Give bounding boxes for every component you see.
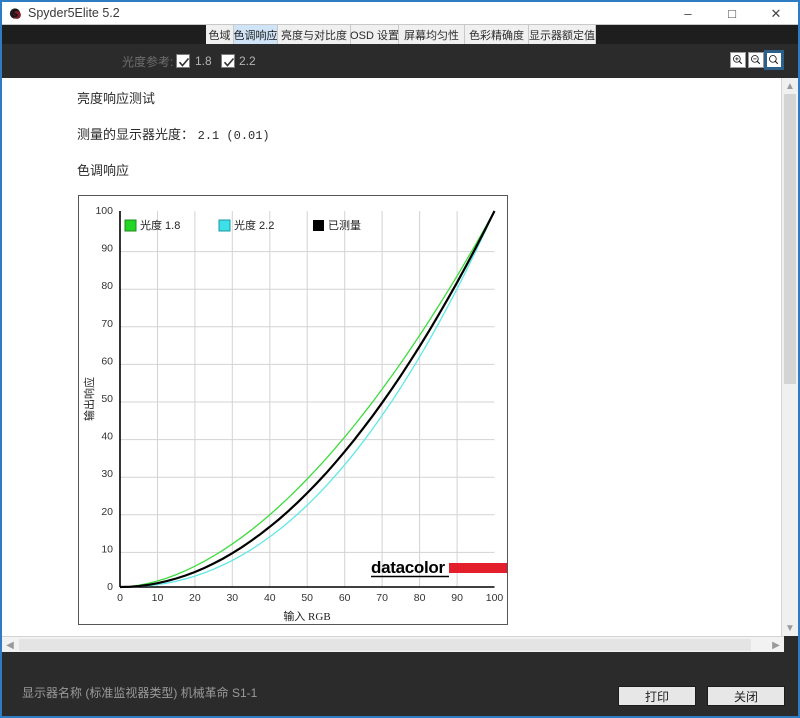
svg-text:80: 80 (101, 280, 113, 292)
svg-text:90: 90 (101, 243, 113, 255)
svg-text:70: 70 (101, 318, 113, 330)
svg-text:datacolor: datacolor (371, 558, 446, 577)
svg-text:50: 50 (301, 592, 313, 604)
svg-text:输入 RGB: 输入 RGB (283, 609, 330, 623)
svg-text:30: 30 (226, 592, 238, 604)
svg-text:已测量: 已测量 (328, 219, 361, 232)
svg-text:输出响应: 输出响应 (82, 377, 96, 421)
svg-text:20: 20 (101, 506, 113, 518)
svg-text:40: 40 (101, 431, 113, 443)
svg-text:100: 100 (95, 205, 113, 217)
svg-text:10: 10 (101, 543, 113, 555)
svg-text:70: 70 (376, 592, 388, 604)
svg-text:光度 2.2: 光度 2.2 (234, 218, 274, 232)
svg-text:0: 0 (107, 581, 113, 593)
svg-text:10: 10 (152, 592, 164, 604)
svg-text:30: 30 (101, 468, 113, 480)
svg-text:40: 40 (264, 592, 276, 604)
svg-text:60: 60 (339, 592, 351, 604)
svg-text:60: 60 (101, 355, 113, 367)
svg-text:90: 90 (451, 592, 463, 604)
svg-text:100: 100 (486, 592, 504, 604)
svg-text:光度 1.8: 光度 1.8 (140, 218, 180, 232)
svg-text:0: 0 (117, 592, 123, 604)
svg-text:50: 50 (101, 393, 113, 405)
svg-text:20: 20 (189, 592, 201, 604)
svg-text:80: 80 (414, 592, 426, 604)
